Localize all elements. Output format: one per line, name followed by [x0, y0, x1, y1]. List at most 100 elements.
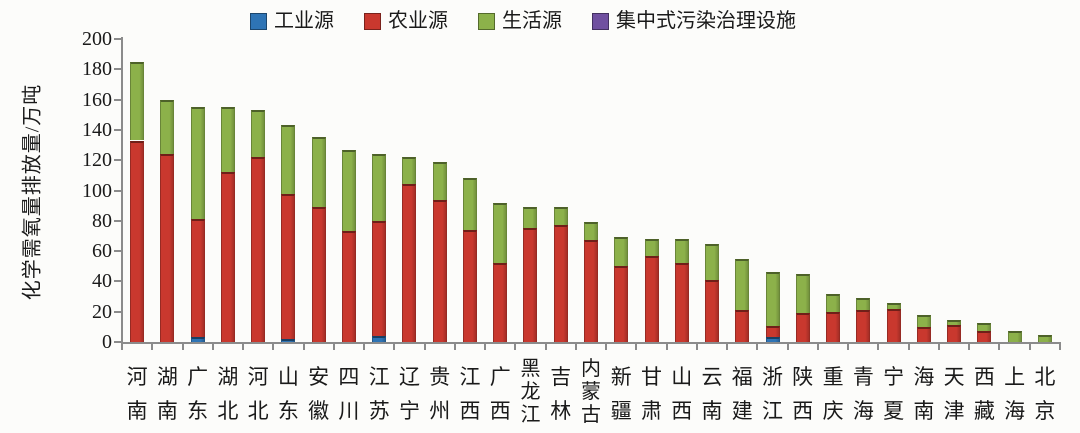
- y-tick-label: 20: [92, 300, 112, 323]
- x-tick: [635, 344, 638, 350]
- x-category-label: 陕 西: [792, 365, 814, 423]
- x-category-label: 上 海: [1004, 365, 1026, 423]
- x-tick: [423, 344, 426, 350]
- x-tick: [1059, 344, 1061, 350]
- bar-segment: [432, 199, 447, 342]
- y-tick: [114, 280, 121, 283]
- x-category-label: 甘 肃: [641, 365, 663, 423]
- bar-segment: [916, 326, 931, 342]
- bar-segment: [584, 240, 598, 342]
- legend-item-agricultural: 农业源: [364, 11, 448, 31]
- x-category-label: 江 西: [459, 365, 481, 423]
- x-category-label: 宁 夏: [883, 365, 905, 423]
- bar-segment: [856, 310, 871, 342]
- x-tick: [605, 344, 608, 350]
- legend-item-centralized: 集中式污染治理设施: [592, 11, 796, 31]
- x-category-label: 贵 州: [429, 365, 451, 423]
- x-category-label: 吉 林: [550, 365, 572, 423]
- bar-segment: [705, 243, 720, 280]
- bar-segment: [765, 336, 780, 342]
- y-axis-line: [121, 37, 123, 344]
- y-tick-label: 180: [82, 58, 112, 81]
- bar-segment: [886, 308, 901, 342]
- bar-segment: [765, 271, 780, 327]
- bar-segment: [281, 125, 296, 194]
- bar-segment: [1007, 330, 1022, 342]
- x-tick: [151, 344, 154, 350]
- bar-segment: [644, 255, 659, 342]
- x-category-label: 西 藏: [973, 365, 995, 423]
- bar-segment: [674, 263, 689, 342]
- x-category-label: 黑 龙 江: [520, 358, 541, 426]
- bar-segment: [281, 338, 296, 342]
- x-category-label: 江 苏: [368, 365, 390, 423]
- bar-segment: [493, 202, 508, 264]
- x-category-label: 新 疆: [610, 365, 632, 423]
- x-category-label: 湖 北: [217, 365, 239, 423]
- x-tick: [242, 344, 245, 350]
- bar-segment: [735, 258, 750, 311]
- bar-segment: [220, 172, 235, 342]
- y-tick-label: 40: [92, 270, 112, 293]
- bar-segment: [826, 311, 841, 342]
- legend-item-domestic: 生活源: [478, 11, 562, 31]
- legend-item-industrial: 工业源: [250, 11, 334, 31]
- x-tick: [181, 344, 184, 350]
- x-category-label: 内 蒙 古: [581, 358, 601, 426]
- x-tick: [998, 344, 1001, 350]
- x-tick: [726, 344, 729, 350]
- bar-segment: [493, 263, 508, 342]
- y-tick-label: 60: [92, 240, 112, 263]
- legend-label-agricultural: 农业源: [388, 10, 448, 32]
- x-tick: [272, 344, 275, 350]
- x-tick: [393, 344, 396, 350]
- x-category-label: 广 东: [187, 365, 209, 423]
- bar-segment: [1037, 335, 1052, 342]
- bar-segment: [251, 110, 266, 158]
- x-tick: [816, 344, 819, 350]
- bar-segment: [977, 331, 992, 342]
- bar-segment: [190, 337, 205, 342]
- x-tick: [302, 344, 305, 350]
- legend-swatch-centralized-icon: [592, 12, 609, 30]
- bar-segment: [341, 149, 356, 232]
- bar-segment: [614, 237, 629, 267]
- bar-segment: [220, 107, 235, 173]
- bar-segment: [765, 326, 780, 337]
- bar-segment: [372, 335, 387, 342]
- legend-swatch-agricultural-icon: [364, 12, 381, 30]
- y-axis-title: 化学需氧量排放量/万吨: [21, 83, 44, 301]
- bar-segment: [947, 320, 962, 326]
- bar-segment: [553, 207, 568, 226]
- bar-segment: [674, 238, 689, 264]
- x-axis-line: [121, 342, 1061, 344]
- bar-segment: [130, 140, 145, 342]
- x-category-label: 河 南: [126, 365, 148, 423]
- x-category-label: 山 西: [671, 365, 693, 423]
- x-tick: [574, 344, 577, 350]
- bar-segment: [947, 325, 962, 342]
- x-category-label: 河 北: [247, 365, 269, 423]
- bar-segment: [130, 61, 145, 141]
- bar-segment: [856, 298, 871, 311]
- x-category-label: 四 川: [338, 365, 360, 423]
- bar-segment: [462, 178, 477, 230]
- legend-swatch-industrial-icon: [250, 12, 267, 30]
- x-tick: [786, 344, 789, 350]
- bar-segment: [705, 279, 720, 342]
- bar-segment: [311, 137, 326, 208]
- x-category-label: 云 南: [701, 365, 723, 423]
- x-tick: [695, 344, 698, 350]
- y-tick: [114, 250, 121, 253]
- x-category-label: 山 东: [277, 365, 299, 423]
- bar-segment: [977, 323, 992, 332]
- y-tick-label: 200: [82, 28, 112, 50]
- x-tick: [665, 344, 668, 350]
- bar-segment: [251, 157, 266, 342]
- legend-label-industrial: 工业源: [274, 10, 334, 32]
- y-tick: [114, 189, 121, 192]
- x-tick: [544, 344, 547, 350]
- x-tick: [907, 344, 910, 350]
- bar-segment: [826, 293, 841, 312]
